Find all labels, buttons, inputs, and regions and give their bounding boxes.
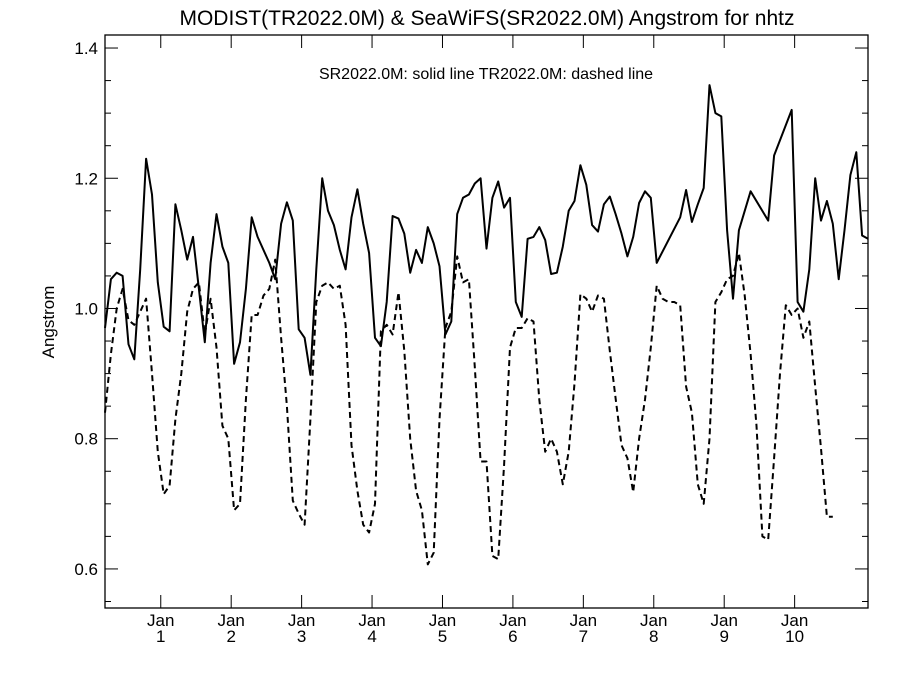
x-tick-label-month: Jan [781,611,808,630]
y-tick-label: 0.8 [74,430,98,449]
x-tick-label-month: Jan [288,611,315,630]
x-tick-label-day: 2 [226,627,235,646]
y-tick-label: 1.2 [74,169,98,188]
x-tick-label-month: Jan [570,611,597,630]
series-line-dashed [104,252,833,566]
series-line-solid [104,84,869,376]
x-tick-label-day: 10 [785,627,804,646]
x-tick-label-day: 5 [438,627,447,646]
x-tick-label-day: 9 [719,627,728,646]
x-tick-label-month: Jan [358,611,385,630]
y-axis-label: Angstrom [39,286,58,359]
plot-frame [104,34,869,609]
x-tick-label-month: Jan [217,611,244,630]
chart-title: MODIST(TR2022.0M) & SeaWiFS(SR2022.0M) A… [179,7,794,30]
x-tick-label-month: Jan [147,611,174,630]
x-tick-label-day: 7 [579,627,588,646]
x-tick-label-day: 3 [297,627,306,646]
x-tick-label-month: Jan [499,611,526,630]
x-tick-label-month: Jan [429,611,456,630]
series-annotation: SR2022.0M: solid line TR2022.0M: dashed … [319,66,653,83]
x-tick-label-day: 4 [367,627,376,646]
x-tick-label-day: 6 [508,627,517,646]
y-tick-label: 1.0 [74,299,98,318]
x-tick-labels: Jan1Jan2Jan3Jan4Jan5Jan6Jan7Jan8Jan9Jan1… [147,611,808,646]
x-tick-label-day: 1 [156,627,165,646]
x-tick-label-day: 8 [649,627,658,646]
axis-ticks [105,35,868,608]
series-layer [104,84,869,566]
x-tick-label-month: Jan [640,611,667,630]
y-tick-labels: 0.6 0.8 1.0 1.2 1.4 [74,39,98,579]
y-tick-label: 0.6 [74,560,98,579]
y-tick-label: 1.4 [74,39,98,58]
x-tick-label-month: Jan [710,611,737,630]
